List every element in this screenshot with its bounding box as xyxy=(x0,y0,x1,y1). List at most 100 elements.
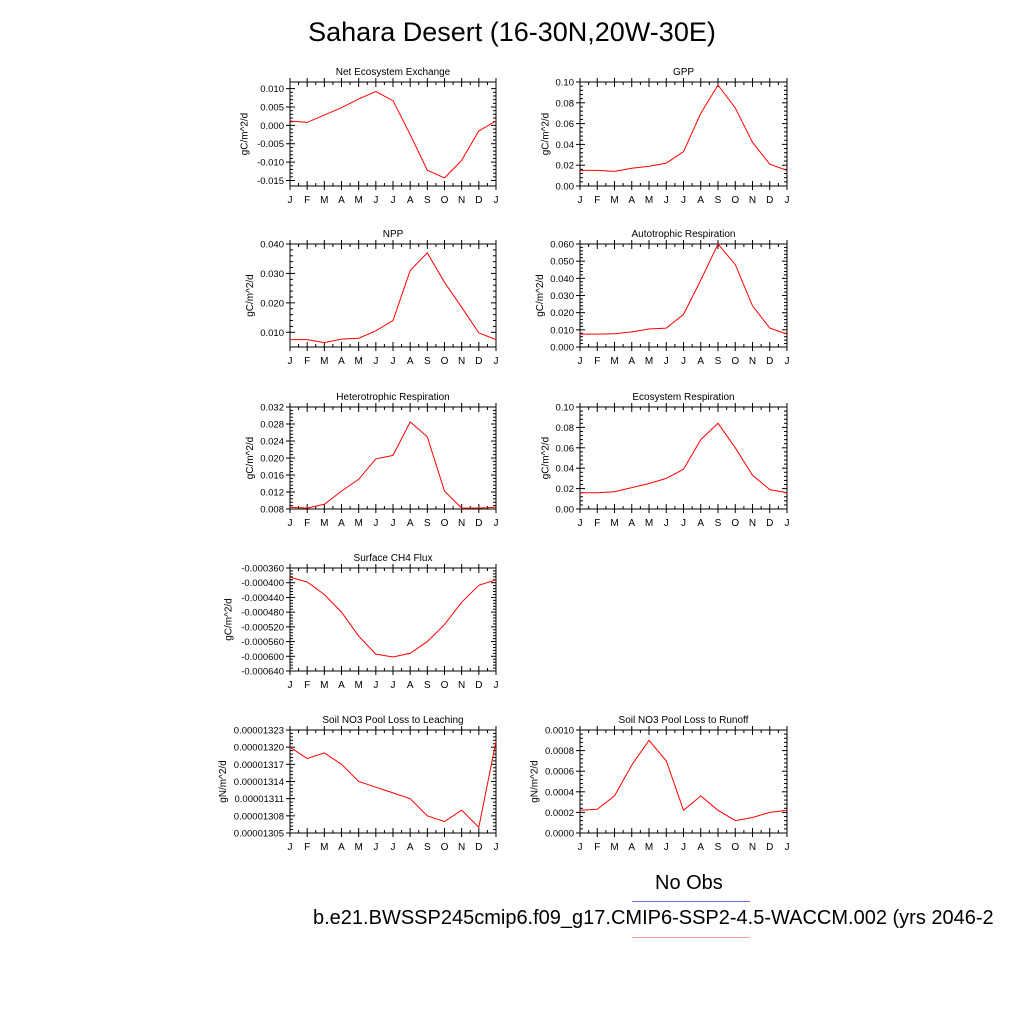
legend-model-label: b.e21.BWSSP245cmip6.f09_g17.CMIP6-SSP2-4… xyxy=(313,907,994,929)
x-tick-label: S xyxy=(424,842,431,853)
y-axis-label: gC/m^2/d xyxy=(245,437,256,480)
panel-title: Soil NO3 Pool Loss to Runoff xyxy=(619,715,749,726)
x-tick-label: J xyxy=(494,680,499,691)
x-tick-label: J xyxy=(681,518,686,529)
panel-title: Ecosystem Respiration xyxy=(632,392,734,403)
panel-title: Autotrophic Respiration xyxy=(632,229,736,240)
chart-panel: Surface CH4 Flux gC/m^2/d -0.000640 -0.0006… xyxy=(223,553,498,691)
y-tick-label: 0.00001323 xyxy=(234,726,284,737)
x-tick-label: J xyxy=(785,842,790,853)
x-tick-label: J xyxy=(681,356,686,367)
x-tick-label: F xyxy=(594,356,600,367)
x-tick-label: A xyxy=(407,680,414,691)
x-tick-label: J xyxy=(494,842,499,853)
x-tick-label: J xyxy=(681,842,686,853)
y-axis-label: gC/m^2/d xyxy=(223,598,234,641)
y-tick-label: 0.030 xyxy=(260,269,284,280)
chart-panel: Net Ecosystem Exchange gC/m^2/d -0.015 -0.0… xyxy=(240,67,499,206)
x-tick-label: J xyxy=(288,842,293,853)
y-tick-label: 0.04 xyxy=(556,140,575,151)
x-tick-label: F xyxy=(304,195,310,206)
y-tick-label: -0.010 xyxy=(257,158,284,169)
y-tick-label: 0.00 xyxy=(556,505,575,516)
y-tick-label: 0.10 xyxy=(556,78,575,89)
y-tick-label: 0.00001308 xyxy=(234,811,284,822)
y-tick-label: 0.00001320 xyxy=(234,743,284,754)
x-tick-label: J xyxy=(785,518,790,529)
x-tick-label: N xyxy=(749,518,756,529)
x-tick-label: N xyxy=(749,195,756,206)
chart-panel: Soil NO3 Pool Loss to Leaching gN/m^2/d 0.… xyxy=(218,715,499,853)
series-line xyxy=(580,84,788,172)
y-tick-label: 0.00 xyxy=(556,182,575,193)
x-tick-label: J xyxy=(681,195,686,206)
panel-title: Surface CH4 Flux xyxy=(354,553,433,564)
x-tick-label: O xyxy=(441,195,449,206)
x-tick-label: M xyxy=(610,518,618,529)
y-tick-label: -0.000520 xyxy=(241,622,284,633)
panel-title: Heterotrophic Respiration xyxy=(336,392,449,403)
plot-frame xyxy=(289,729,497,834)
x-tick-label: O xyxy=(441,518,449,529)
series-line xyxy=(289,91,497,179)
y-tick-label: 0.008 xyxy=(260,505,284,516)
legend-obs-label: No Obs xyxy=(655,872,723,894)
x-tick-label: J xyxy=(288,356,293,367)
x-tick-label: S xyxy=(715,842,722,853)
x-tick-label: A xyxy=(338,195,345,206)
y-tick-label: -0.000640 xyxy=(241,667,284,678)
x-tick-label: J xyxy=(785,356,790,367)
x-tick-label: N xyxy=(749,356,756,367)
x-tick-label: S xyxy=(715,356,722,367)
x-tick-label: J xyxy=(664,195,669,206)
y-axis-label: gC/m^2/d xyxy=(535,274,546,317)
x-tick-label: F xyxy=(304,842,310,853)
x-tick-label: F xyxy=(594,842,600,853)
x-tick-label: D xyxy=(475,356,482,367)
y-tick-label: 0.024 xyxy=(260,437,284,448)
x-tick-label: J xyxy=(391,356,396,367)
y-tick-label: 0.0008 xyxy=(545,746,574,757)
x-tick-label: J xyxy=(373,842,378,853)
x-tick-label: N xyxy=(749,842,756,853)
y-tick-label: 0.06 xyxy=(556,443,575,454)
x-tick-label: M xyxy=(354,842,362,853)
chart-panel: Autotrophic Respiration gC/m^2/d 0.000 0.01… xyxy=(535,229,790,367)
x-tick-label: A xyxy=(338,518,345,529)
y-tick-label: 0.08 xyxy=(556,423,575,434)
x-tick-label: D xyxy=(766,518,773,529)
x-tick-label: J xyxy=(373,680,378,691)
x-tick-label: S xyxy=(424,195,431,206)
y-axis-label: gN/m^2/d xyxy=(530,760,541,803)
x-tick-label: D xyxy=(475,518,482,529)
y-tick-label: 0.010 xyxy=(260,328,284,339)
y-tick-label: -0.000360 xyxy=(241,564,284,575)
x-tick-label: M xyxy=(645,518,653,529)
x-tick-label: D xyxy=(475,842,482,853)
y-axis-label: gC/m^2/d xyxy=(240,113,251,156)
x-tick-label: D xyxy=(475,680,482,691)
y-tick-label: 0.04 xyxy=(556,464,575,475)
x-tick-label: M xyxy=(354,356,362,367)
x-tick-label: M xyxy=(645,195,653,206)
y-tick-label: -0.005 xyxy=(257,139,284,150)
chart-panel: Heterotrophic Respiration gC/m^2/d 0.008 0.… xyxy=(245,392,499,529)
y-tick-label: 0.020 xyxy=(260,298,284,309)
x-tick-label: M xyxy=(645,356,653,367)
y-tick-label: 0.040 xyxy=(260,240,284,251)
x-tick-label: A xyxy=(628,356,635,367)
figure-title: Sahara Desert (16-30N,20W-30E) xyxy=(308,17,716,47)
series-line xyxy=(289,741,497,829)
x-tick-label: O xyxy=(731,518,739,529)
x-tick-label: S xyxy=(715,195,722,206)
y-tick-label: 0.010 xyxy=(550,325,574,336)
y-tick-label: -0.000600 xyxy=(241,652,284,663)
x-tick-label: J xyxy=(785,195,790,206)
series-line xyxy=(289,576,497,658)
legend-obs-swatch xyxy=(632,901,750,902)
x-tick-label: J xyxy=(578,518,583,529)
chart-panel: Soil NO3 Pool Loss to Runoff gN/m^2/d 0.00… xyxy=(530,715,790,853)
